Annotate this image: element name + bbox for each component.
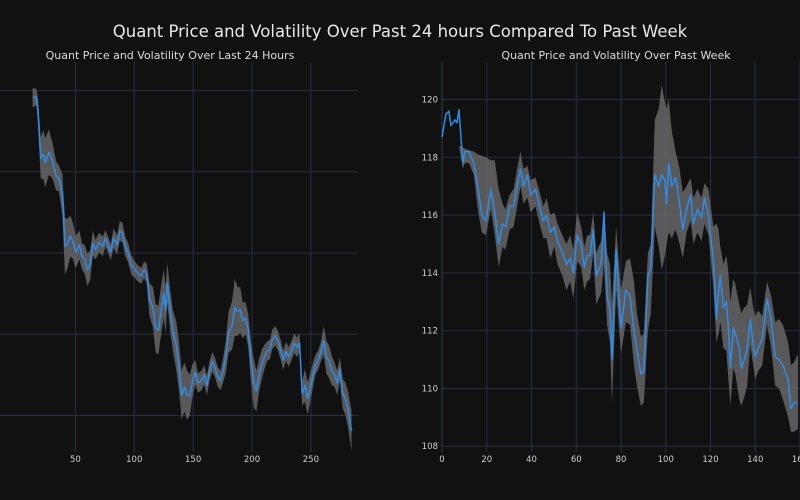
axis-ticks-24h: 50 100 150 200 250 bbox=[70, 455, 319, 465]
x-tick-label: 250 bbox=[303, 455, 319, 465]
y-tick-label: 112 bbox=[422, 327, 438, 337]
y-tick-label: 120 bbox=[422, 96, 438, 106]
y-tick-label: 114 bbox=[422, 269, 438, 279]
x-tick-label: 80 bbox=[616, 455, 627, 465]
x-tick-label: 0 bbox=[439, 455, 444, 465]
x-tick-label: 150 bbox=[185, 455, 201, 465]
chart-panel-week: Quant Price and Volatility Over Past Wee… bbox=[422, 49, 800, 465]
x-tick-label: 140 bbox=[747, 455, 763, 465]
y-tick-label: 108 bbox=[422, 442, 438, 452]
x-tick-label: 200 bbox=[244, 455, 260, 465]
price-series-line bbox=[441, 108, 798, 410]
gridlines-24h bbox=[0, 62, 358, 452]
y-tick-label: 118 bbox=[422, 153, 438, 163]
x-tick-label: 50 bbox=[70, 455, 81, 465]
x-tick-label: 120 bbox=[702, 455, 718, 465]
x-tick-label: 100 bbox=[658, 455, 674, 465]
chart-title-24h: Quant Price and Volatility Over Last 24 … bbox=[46, 49, 295, 62]
price-line-week bbox=[441, 108, 798, 410]
y-tick-label: 116 bbox=[422, 211, 438, 221]
chart-title-week: Quant Price and Volatility Over Past Wee… bbox=[501, 49, 731, 62]
axis-ticks-week: 0 20 40 60 80 100 120 140 160 108 110 112 114 116 118 1… bbox=[422, 96, 800, 465]
x-tick-label: 160 bbox=[792, 455, 800, 465]
y-tick-label: 110 bbox=[422, 384, 438, 394]
price-line-24h bbox=[32, 96, 353, 432]
volatility-band-area bbox=[442, 85, 798, 432]
chart-panel-24h: Quant Price and Volatility Over Last 24 … bbox=[0, 49, 358, 465]
volatility-band-24h bbox=[32, 88, 352, 452]
x-tick-label: 60 bbox=[571, 455, 582, 465]
gridlines-week bbox=[441, 62, 800, 452]
volatility-band-area bbox=[32, 88, 352, 452]
price-series-line bbox=[32, 96, 353, 432]
x-tick-label: 20 bbox=[481, 455, 492, 465]
volatility-band-week bbox=[442, 85, 798, 432]
x-tick-label: 40 bbox=[526, 455, 537, 465]
figure-title: Quant Price and Volatility Over Past 24 … bbox=[113, 22, 688, 41]
x-tick-label: 100 bbox=[126, 455, 142, 465]
